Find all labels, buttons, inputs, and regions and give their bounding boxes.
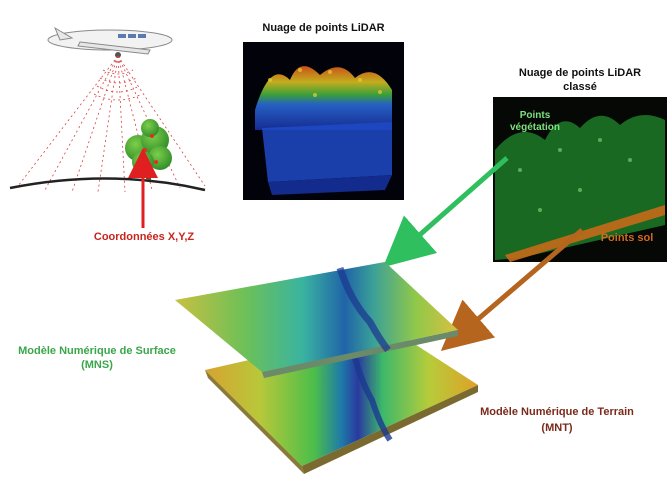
ground-line — [9, 177, 206, 192]
mns-surface-model — [175, 262, 458, 378]
classified-cloud-title: Nuage de points LiDAR classé — [493, 66, 667, 94]
vegetation-points-line2: végétation — [509, 122, 560, 133]
ground-points-label: Points sol — [600, 232, 654, 244]
lidar-cloud-title: Nuage de points LiDAR — [262, 22, 385, 34]
vegetation-points-line1: Points — [519, 110, 551, 121]
classified-point-cloud-image — [493, 97, 667, 262]
mns-label-line1: Modèle Numérique de Surface — [18, 345, 176, 357]
mnt-label-line2: (MNT) — [541, 422, 573, 434]
mns-label-line2: (MNS) — [81, 359, 113, 371]
ground-to-mnt-arrow — [440, 228, 584, 352]
lidar-scan-cone — [17, 55, 206, 193]
vegetation-to-mns-arrow — [382, 156, 509, 268]
mnt-label-line1: Modèle Numérique de Terrain — [480, 406, 634, 418]
lidar-point-cloud-image — [243, 42, 404, 200]
vegetation-points-label: Points végétation — [500, 110, 570, 134]
mnt-label: Modèle Numérique de Terrain (MNT) — [462, 404, 652, 436]
coordinates-label: Coordonnées X,Y,Z — [93, 231, 195, 243]
classified-cloud-title-line1: Nuage de points LiDAR — [518, 67, 642, 79]
mns-label: Modèle Numérique de Surface (MNS) — [12, 344, 182, 372]
airplane-icon — [47, 26, 173, 58]
tree-icon — [125, 119, 172, 180]
classified-cloud-title-line2: classé — [563, 81, 597, 93]
